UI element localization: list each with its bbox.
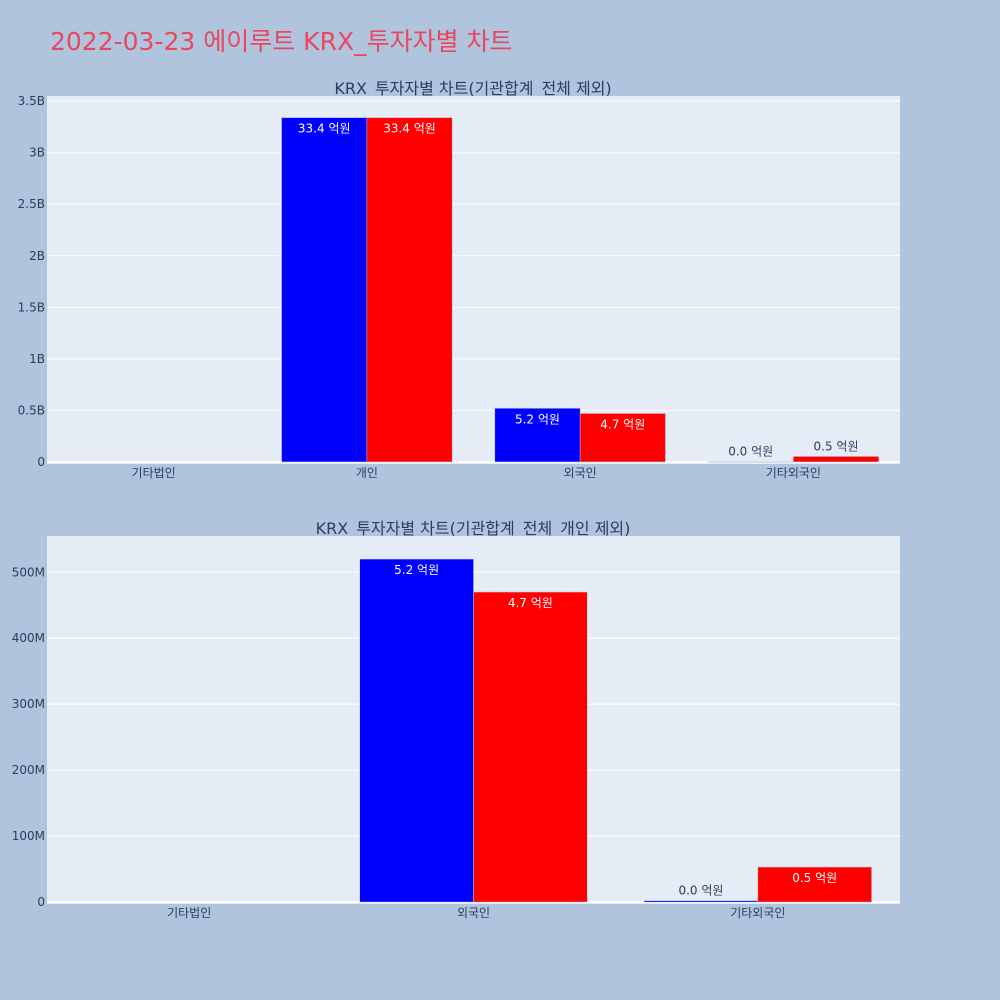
plot-area xyxy=(47,96,900,464)
y-tick-label: 2B xyxy=(29,249,45,263)
y-tick-label: 2.5B xyxy=(18,197,45,211)
y-tick-label: 0 xyxy=(37,455,45,469)
data-label: 0.0 억원 xyxy=(678,884,723,898)
x-tick-label: 기타법인 xyxy=(167,906,211,920)
x-tick-label: 외국인 xyxy=(564,466,597,480)
bar xyxy=(707,461,794,463)
y-tick-label: 3B xyxy=(29,146,45,160)
bar xyxy=(579,413,666,463)
data-label: 0.5 억원 xyxy=(792,871,837,885)
data-label: 0.0 억원 xyxy=(728,445,773,459)
chart-title: KRX_투자자별 차트(기관합계_전체_개인 제외) xyxy=(316,519,631,539)
data-label: 0.5 억원 xyxy=(814,439,859,453)
data-label: 5.2 억원 xyxy=(394,563,439,577)
y-tick-label: 1B xyxy=(29,352,45,366)
y-tick-label: 400M xyxy=(12,631,45,645)
x-tick-label: 기타외국인 xyxy=(730,906,785,920)
data-label: 33.4 억원 xyxy=(298,122,351,136)
data-label: 33.4 억원 xyxy=(383,122,436,136)
bar xyxy=(494,408,581,463)
x-tick-label: 기타외국인 xyxy=(766,466,821,480)
bar xyxy=(359,558,474,903)
y-tick-label: 1.5B xyxy=(18,300,45,314)
data-label: 4.7 억원 xyxy=(600,417,645,431)
y-tick-label: 300M xyxy=(12,697,45,711)
bar xyxy=(793,456,879,463)
bar xyxy=(757,866,872,903)
y-tick-label: 100M xyxy=(12,829,45,843)
x-tick-label: 기타법인 xyxy=(132,466,176,480)
bar xyxy=(643,900,759,903)
y-tick-label: 0.5B xyxy=(18,403,45,417)
data-label: 4.7 억원 xyxy=(508,596,553,610)
chart-title: KRX_투자자별 차트(기관합계_전체 제외) xyxy=(334,79,611,99)
page-title: 2022-03-23 에이루트 KRX_투자자별 차트 xyxy=(50,27,513,56)
y-tick-label: 3.5B xyxy=(18,94,45,108)
data-label: 5.2 억원 xyxy=(515,412,560,426)
bar xyxy=(366,117,453,463)
chart-all-investors: KRX_투자자별 차트(기관합계_전체 제외) 0 0.5B 1B 1.5B 2B 2.5B… xyxy=(18,79,900,480)
bar xyxy=(281,117,368,463)
x-tick-label: 개인 xyxy=(356,466,378,480)
x-tick-label: 외국인 xyxy=(457,906,490,920)
y-tick-label: 500M xyxy=(12,565,45,579)
y-tick-label: 200M xyxy=(12,763,45,777)
chart-excluding-individual: KRX_투자자별 차트(기관합계_전체_개인 제외) 0 100M 200M 300M 4… xyxy=(12,519,900,920)
y-tick-label: 0 xyxy=(37,895,45,909)
bar xyxy=(473,591,588,903)
